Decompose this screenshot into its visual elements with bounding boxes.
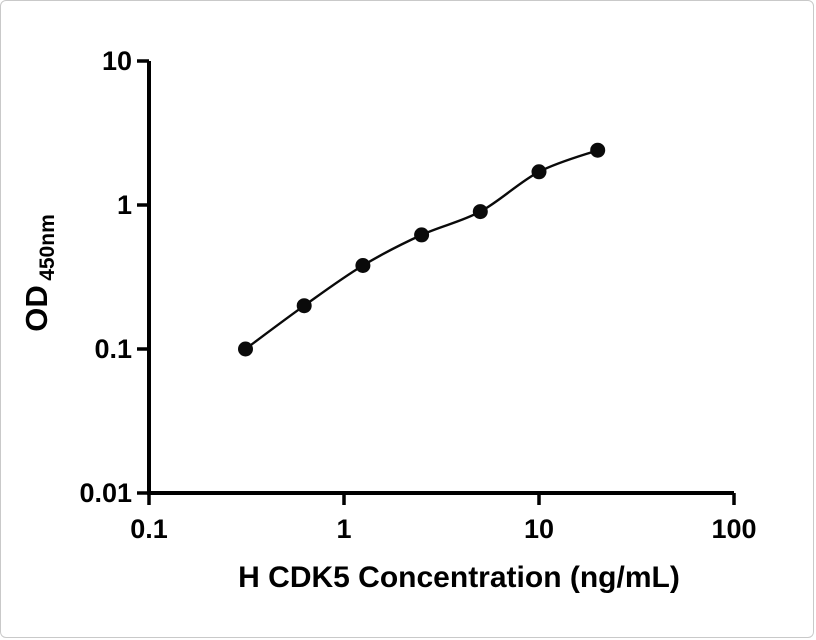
y-tick-label: 0.1 [94, 334, 132, 364]
data-point [531, 164, 547, 180]
data-point [414, 227, 430, 243]
x-axis-title: H CDK5 Concentration (ng/mL) [238, 561, 680, 594]
x-tick-label: 100 [711, 514, 756, 544]
y-axis-title: OD 450nm [19, 214, 59, 332]
y-axis-title-main: OD [19, 285, 54, 332]
x-tick-label: 10 [524, 514, 554, 544]
y-tick-label: 1 [117, 190, 132, 220]
tick-labels: 0.1 1 10 100 0.01 0.1 1 10 [79, 46, 756, 544]
data-point [238, 341, 253, 357]
y-tick-label: 10 [102, 46, 132, 76]
fit-curve [244, 149, 599, 350]
axes [147, 61, 734, 495]
tick-marks [137, 59, 736, 505]
data-points [238, 142, 606, 357]
y-tick-label: 0.01 [79, 478, 132, 508]
data-point [590, 142, 606, 158]
data-point [296, 298, 312, 314]
data-point [472, 204, 488, 220]
x-tick-label: 1 [336, 514, 351, 544]
data-point [355, 258, 371, 273]
y-axis-title-sub: 450nm [36, 214, 59, 281]
x-tick-label: 0.1 [130, 514, 168, 544]
